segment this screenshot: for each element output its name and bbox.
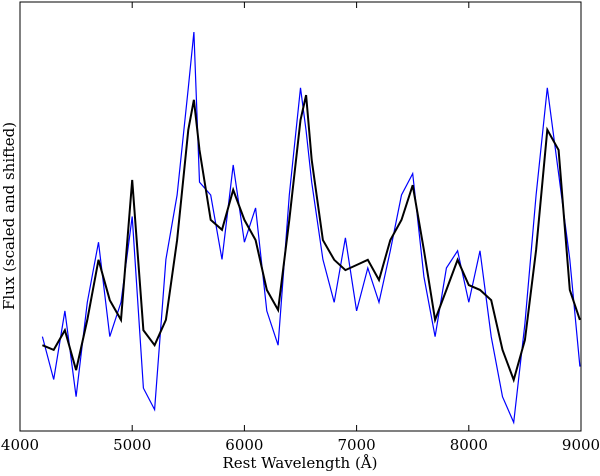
- x-tick-label: 6000: [225, 436, 263, 454]
- x-tick-label: 5000: [113, 436, 151, 454]
- x-tick-label: 9000: [562, 436, 600, 454]
- spectrum-line: [42, 94, 581, 384]
- x-axis-label: Rest Wavelength (Å): [222, 454, 377, 472]
- x-tick-label: 7000: [338, 436, 376, 454]
- plot-frame: [19, 1, 582, 432]
- spectrum-line: [41, 31, 581, 425]
- x-tick-label: 4000: [1, 436, 39, 454]
- y-axis-label: Flux (scaled and shifted): [0, 122, 18, 310]
- x-tick-label: 8000: [450, 436, 488, 454]
